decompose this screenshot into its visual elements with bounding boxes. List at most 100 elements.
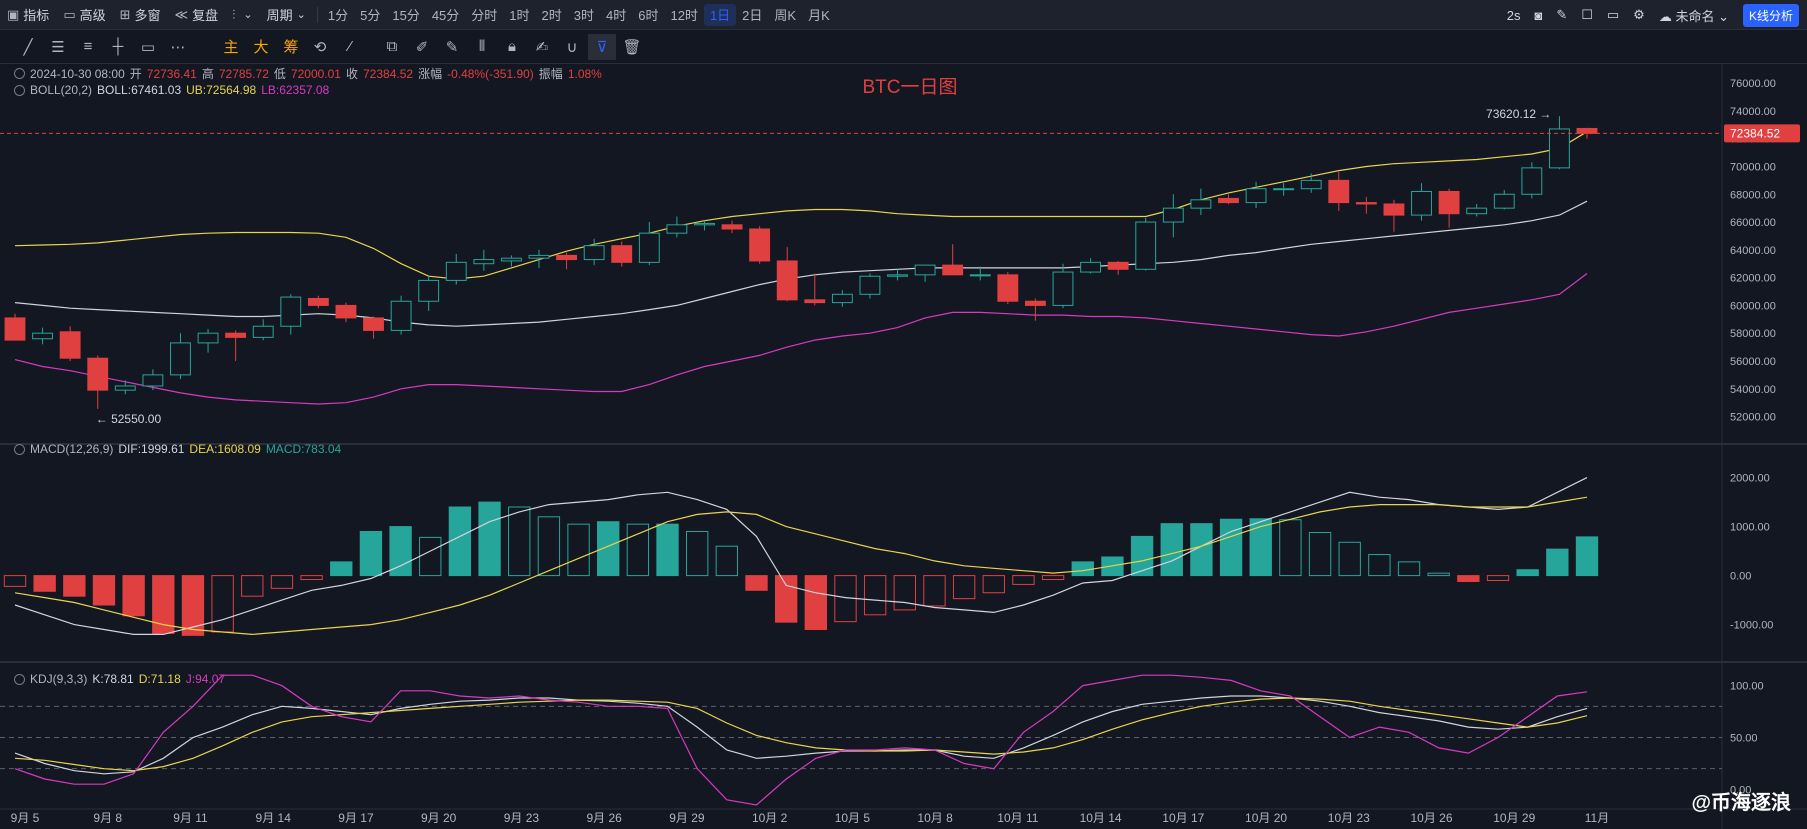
kdj-legend[interactable]: KDJ(9,3,3) K:78.81 D:71.18 J:94.07 <box>14 672 225 686</box>
interval-5-button[interactable]: 1时 <box>509 8 530 23</box>
interval-12-button[interactable]: 2日 <box>742 8 763 23</box>
topbar-template-button[interactable]: ▭ 高级 <box>56 0 112 30</box>
chevron-down-icon: ⌄ <box>1714 8 1729 24</box>
candles-icon[interactable]: ⫴ <box>478 38 486 55</box>
boll-middle-line <box>14 200 1588 327</box>
more-icon[interactable]: ⋯ <box>170 38 186 56</box>
sync-icon[interactable]: ⟲ <box>313 38 327 56</box>
interval-2-button[interactable]: 15分 <box>392 8 420 23</box>
kdj-j: J:94.07 <box>185 672 226 686</box>
refresh-interval[interactable]: 2s <box>1506 7 1521 23</box>
checkbox-icon[interactable]: ☐ <box>1581 7 1593 22</box>
filter-icon[interactable]: ⊽ <box>588 33 616 60</box>
price-tick-label: 58000.00 <box>1730 328 1776 340</box>
candle-body <box>445 261 467 281</box>
boll-legend[interactable]: BOLL(20,2) BOLL:67461.03 UB:72564.98 LB:… <box>14 83 329 97</box>
interval-8-button[interactable]: 4时 <box>606 8 627 23</box>
kdj-d-line <box>14 697 1588 772</box>
candle-body <box>335 304 357 319</box>
interval-6-button[interactable]: 2时 <box>541 8 562 23</box>
note-icon[interactable]: ✍ <box>535 38 549 56</box>
kdj-d: D:71.18 <box>138 672 181 686</box>
magnet-icon[interactable]: ∪ <box>566 38 578 56</box>
settings-icon[interactable] <box>14 443 25 455</box>
candle-body <box>1466 207 1488 215</box>
trend-line-icon[interactable]: ╱ <box>23 38 33 56</box>
topbar-replay-button[interactable]: ≪ 复盘 <box>168 0 226 30</box>
candle-body <box>1355 202 1377 205</box>
interval-11-button[interactable]: 1日 <box>703 3 737 26</box>
topbar-indicator-button[interactable]: ▣ 指标 <box>0 0 56 30</box>
price-tick-label: 56000.00 <box>1730 356 1776 368</box>
brush-icon[interactable]: ⁄ <box>348 38 352 55</box>
candle-body <box>142 374 164 387</box>
kdj-k: K:78.81 <box>92 672 134 686</box>
candle-body <box>1300 179 1322 190</box>
macd-histogram-bar <box>419 536 442 577</box>
topbar-period-button[interactable]: 周期 ⌄ <box>260 0 313 30</box>
date-tick-label: 9月 8 <box>93 811 122 825</box>
macd-tick-label: -1000.00 <box>1730 620 1773 632</box>
kline-analysis-button[interactable]: K线分析 <box>1742 3 1799 27</box>
macd-histogram-bar <box>63 575 86 597</box>
layout-name-dropdown[interactable]: ☁ 未命名 ⌄ <box>1659 6 1729 25</box>
fullscreen-icon[interactable]: ▭ <box>1606 7 1620 22</box>
ruler-icon[interactable]: ✐ <box>415 38 429 56</box>
candle-body <box>473 259 495 265</box>
macd-histogram-bar <box>122 575 145 617</box>
date-tick-label: 10月 8 <box>917 811 953 825</box>
rectangle-icon[interactable]: ▭ <box>140 38 156 56</box>
settings-icon[interactable] <box>14 84 25 96</box>
pencil-icon[interactable]: ✎ <box>1556 7 1568 22</box>
topbar-chart-type-button[interactable]: ⫶ ⌄ <box>225 0 259 30</box>
expand-icon[interactable] <box>14 68 25 79</box>
gear-icon[interactable]: ⚙ <box>1633 7 1645 22</box>
interval-1-button[interactable]: 5分 <box>360 8 381 23</box>
chart-canvas[interactable]: 52000.00 54000.00 56000.00 58000.00 60000.00… <box>0 64 1807 829</box>
candle-body <box>1411 190 1432 216</box>
interval-10-button[interactable]: 12时 <box>670 8 698 23</box>
date-tick-label: 9月 14 <box>256 811 292 825</box>
interval-9-button[interactable]: 6时 <box>638 8 659 23</box>
candle-body <box>225 332 247 338</box>
candle-body <box>528 254 550 259</box>
macd-histogram-bar <box>1041 575 1065 581</box>
price-tick-label: 54000.00 <box>1730 384 1776 396</box>
interval-14-button[interactable]: 月K <box>808 8 830 23</box>
macd-histogram-bar <box>270 575 294 589</box>
topbar-item-label: 周期 <box>266 8 293 23</box>
macd-histogram-bar <box>567 523 590 577</box>
interval-0-button[interactable]: 1分 <box>327 8 349 23</box>
macd-histogram-bar <box>923 575 946 607</box>
indicator-shortcut-2-button[interactable]: 筹 <box>283 39 299 56</box>
lock-icon[interactable]: 🔒︎ <box>508 38 516 55</box>
macd-histogram-bar <box>241 575 264 597</box>
topbar-multi-window-button[interactable]: ⊞ 多窗 <box>113 0 168 30</box>
macd-histogram-bar <box>982 575 1005 594</box>
macd-histogram-bar <box>1308 531 1332 577</box>
copy-icon[interactable]: ⧉ <box>386 38 398 55</box>
close-value: 72384.52 <box>363 66 414 81</box>
macd-dif-line <box>14 477 1588 636</box>
pitchfork-icon[interactable]: ≡ <box>83 38 93 55</box>
trash-icon[interactable]: 🗑︎ <box>622 38 642 56</box>
kdj-tick-label: 0.00 <box>1730 784 1751 796</box>
macd-histogram-bar <box>952 575 976 600</box>
settings-icon[interactable] <box>14 673 25 685</box>
layout-name: 未命名 <box>1675 8 1715 24</box>
indicator-shortcut-0-button[interactable]: 主 <box>223 39 239 56</box>
interval-3-button[interactable]: 45分 <box>431 8 460 23</box>
highlighter-icon[interactable]: ✎ <box>445 38 459 56</box>
camera-icon[interactable]: ◙ <box>1534 7 1543 23</box>
fib-icon[interactable]: ☰ <box>51 38 65 56</box>
indicator-shortcut-1-button[interactable]: 大 <box>253 39 269 56</box>
date-tick-label: 9月 5 <box>11 811 40 825</box>
macd-legend[interactable]: MACD(12,26,9) DIF:1999.61 DEA:1608.09 MA… <box>14 442 341 456</box>
interval-7-button[interactable]: 3时 <box>573 8 594 23</box>
interval-13-button[interactable]: 周K <box>774 8 797 23</box>
macd-histogram-bar <box>211 575 234 633</box>
h-line-icon[interactable]: ┼ <box>112 38 124 55</box>
interval-4-button[interactable]: 分时 <box>471 8 498 23</box>
date-tick-label: 10月 23 <box>1328 811 1370 825</box>
template-icon: ▭ <box>63 6 76 22</box>
